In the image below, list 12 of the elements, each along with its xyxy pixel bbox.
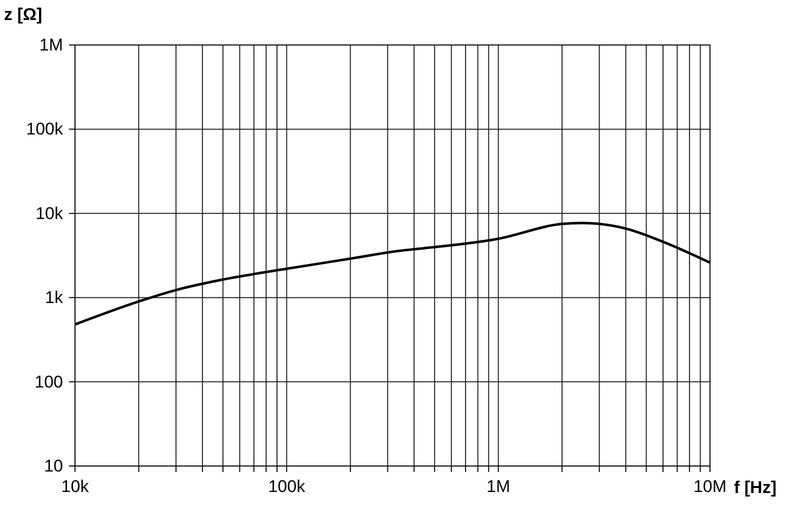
y-tick-label: 100k — [26, 120, 64, 139]
x-axis-title: f [Hz] — [734, 478, 776, 497]
x-tick-label: 100k — [268, 477, 306, 496]
x-tick-label: 1M — [486, 477, 510, 496]
y-tick-label: 10 — [44, 456, 63, 476]
y-tick-label: 1M — [39, 35, 63, 54]
x-tick-label: 10k — [61, 477, 90, 496]
y-tick-label: 1k — [45, 288, 64, 308]
y-tick-label: 100 — [34, 372, 63, 392]
x-tick-label: 10M — [693, 477, 727, 496]
y-axis-title: z [Ω] — [4, 5, 42, 24]
y-tick-label: 10k — [36, 204, 64, 223]
